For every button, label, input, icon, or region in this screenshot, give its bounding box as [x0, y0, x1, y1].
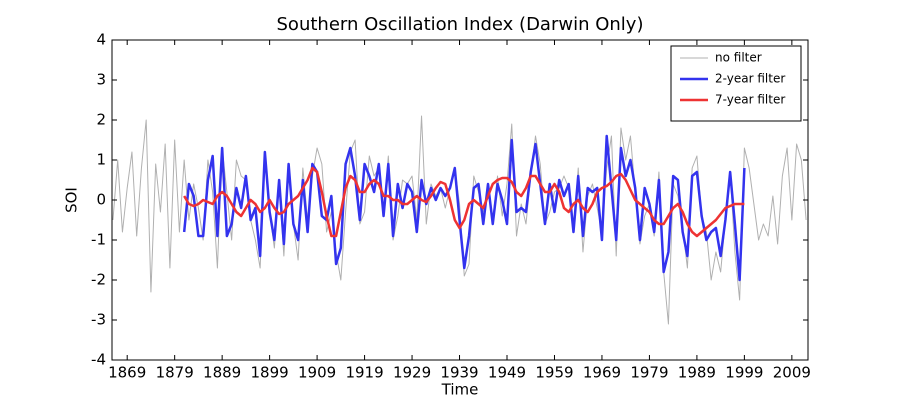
x-tick-label: 1969 — [583, 364, 621, 382]
y-tick-label: 4 — [96, 31, 106, 49]
y-tick-label: 3 — [96, 71, 106, 89]
x-tick-label: 1949 — [488, 364, 526, 382]
x-tick-label: 1989 — [678, 364, 716, 382]
y-tick-label: 0 — [96, 191, 106, 209]
y-tick-label: 1 — [96, 151, 106, 169]
x-tick-label: 1909 — [298, 364, 336, 382]
series-line — [183, 166, 745, 238]
y-tick-label: -2 — [91, 271, 106, 289]
legend-label: 7-year filter — [715, 93, 785, 107]
x-tick-label: 1939 — [440, 364, 478, 382]
legend-label: no filter — [715, 51, 762, 65]
x-tick-label: 1959 — [535, 364, 573, 382]
x-tick-label: 1869 — [108, 364, 146, 382]
x-axis-label: Time — [441, 381, 479, 399]
y-axis-label: SOI — [63, 187, 81, 213]
x-tick-label: 1879 — [156, 364, 194, 382]
x-tick-label: 1899 — [251, 364, 289, 382]
x-tick-label: 1889 — [203, 364, 241, 382]
chart-title: Southern Oscillation Index (Darwin Only) — [277, 14, 644, 35]
y-tick-label: -4 — [91, 351, 106, 369]
y-tick-label: 2 — [96, 111, 106, 129]
y-tick-label: -3 — [91, 311, 106, 329]
legend-label: 2-year filter — [715, 72, 785, 86]
y-tick-label: -1 — [91, 231, 106, 249]
x-tick-label: 1979 — [630, 364, 668, 382]
x-tick-label: 1919 — [345, 364, 383, 382]
x-tick-label: 2009 — [773, 364, 811, 382]
x-tick-label: 1929 — [393, 364, 431, 382]
x-tick-label: 1999 — [725, 364, 763, 382]
